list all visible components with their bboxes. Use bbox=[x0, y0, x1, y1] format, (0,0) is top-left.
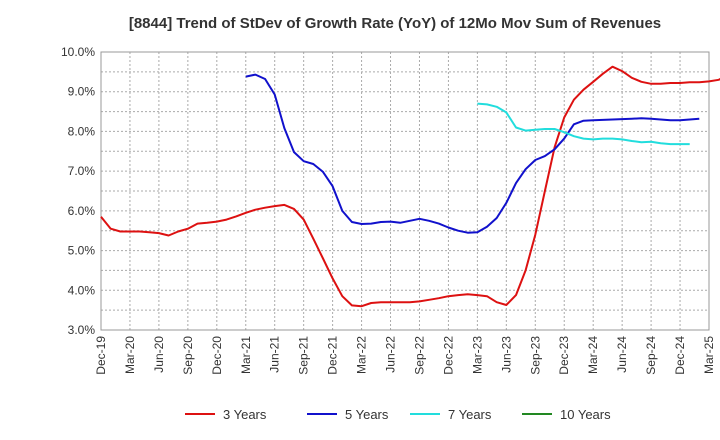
legend-label: 5 Years bbox=[345, 407, 389, 422]
x-tick-label: Dec-24 bbox=[673, 336, 687, 375]
x-tick-label: Jun-23 bbox=[499, 336, 513, 373]
x-tick-label: Sep-20 bbox=[181, 336, 195, 375]
series-line-5-years bbox=[245, 73, 700, 234]
x-tick-label: Dec-19 bbox=[94, 336, 108, 375]
x-tick-label: Jun-22 bbox=[384, 336, 398, 373]
x-tick-label: Mar-25 bbox=[702, 336, 716, 374]
x-tick-label: Sep-24 bbox=[644, 336, 658, 375]
x-tick-label: Jun-24 bbox=[615, 336, 629, 373]
x-tick-label: Jun-21 bbox=[268, 336, 282, 373]
legend: 3 Years 5 Years 7 Years 10 Years bbox=[185, 407, 611, 422]
chart-title: [8844] Trend of StDev of Growth Rate (Yo… bbox=[129, 15, 661, 32]
grid-layer bbox=[100, 51, 710, 331]
x-tick-label: Sep-22 bbox=[412, 336, 426, 375]
y-tick-label: 7.0% bbox=[68, 164, 96, 178]
x-tick-label: Sep-23 bbox=[528, 336, 542, 375]
y-tick-label: 6.0% bbox=[68, 204, 96, 218]
y-tick-label: 8.0% bbox=[68, 124, 96, 138]
x-tick-label: Dec-23 bbox=[557, 336, 571, 375]
x-tick-label: Jun-20 bbox=[152, 336, 166, 373]
series-line-3-years bbox=[100, 65, 720, 308]
x-tick-label: Dec-22 bbox=[441, 336, 455, 375]
x-tick-label: Sep-21 bbox=[297, 336, 311, 375]
legend-label: 3 Years bbox=[223, 407, 267, 422]
y-tick-label: 9.0% bbox=[68, 85, 96, 99]
y-tick-label: 4.0% bbox=[68, 283, 96, 297]
legend-label: 7 Years bbox=[448, 407, 492, 422]
x-tick-label: Dec-20 bbox=[210, 336, 224, 375]
x-tick-label: Mar-20 bbox=[123, 336, 137, 374]
x-tick-label: Mar-21 bbox=[239, 336, 253, 374]
x-tick-label: Mar-22 bbox=[355, 336, 369, 374]
legend-label: 10 Years bbox=[560, 407, 611, 422]
y-tick-label: 10.0% bbox=[61, 45, 95, 59]
axis-layer: 3.0% 4.0% 5.0% 6.0% 7.0% 8.0% 9.0% 10.0% Dec-19 M… bbox=[61, 45, 716, 375]
series-line-7-years bbox=[477, 102, 690, 146]
x-tick-label: Dec-21 bbox=[326, 336, 340, 375]
x-tick-label: Mar-24 bbox=[586, 336, 600, 374]
plot-area bbox=[100, 51, 710, 331]
y-tick-label: 3.0% bbox=[68, 323, 96, 337]
y-tick-label: 5.0% bbox=[68, 244, 96, 258]
x-tick-label: Mar-23 bbox=[470, 336, 484, 374]
series-layer bbox=[100, 65, 720, 308]
